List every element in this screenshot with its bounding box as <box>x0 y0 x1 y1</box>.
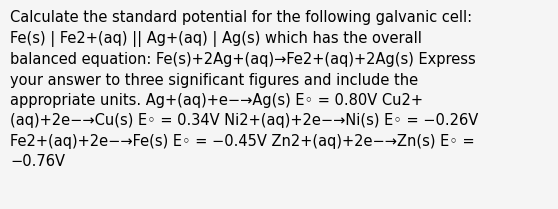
Text: Calculate the standard potential for the following galvanic cell:
Fe(s) | Fe2+(a: Calculate the standard potential for the… <box>10 10 478 169</box>
